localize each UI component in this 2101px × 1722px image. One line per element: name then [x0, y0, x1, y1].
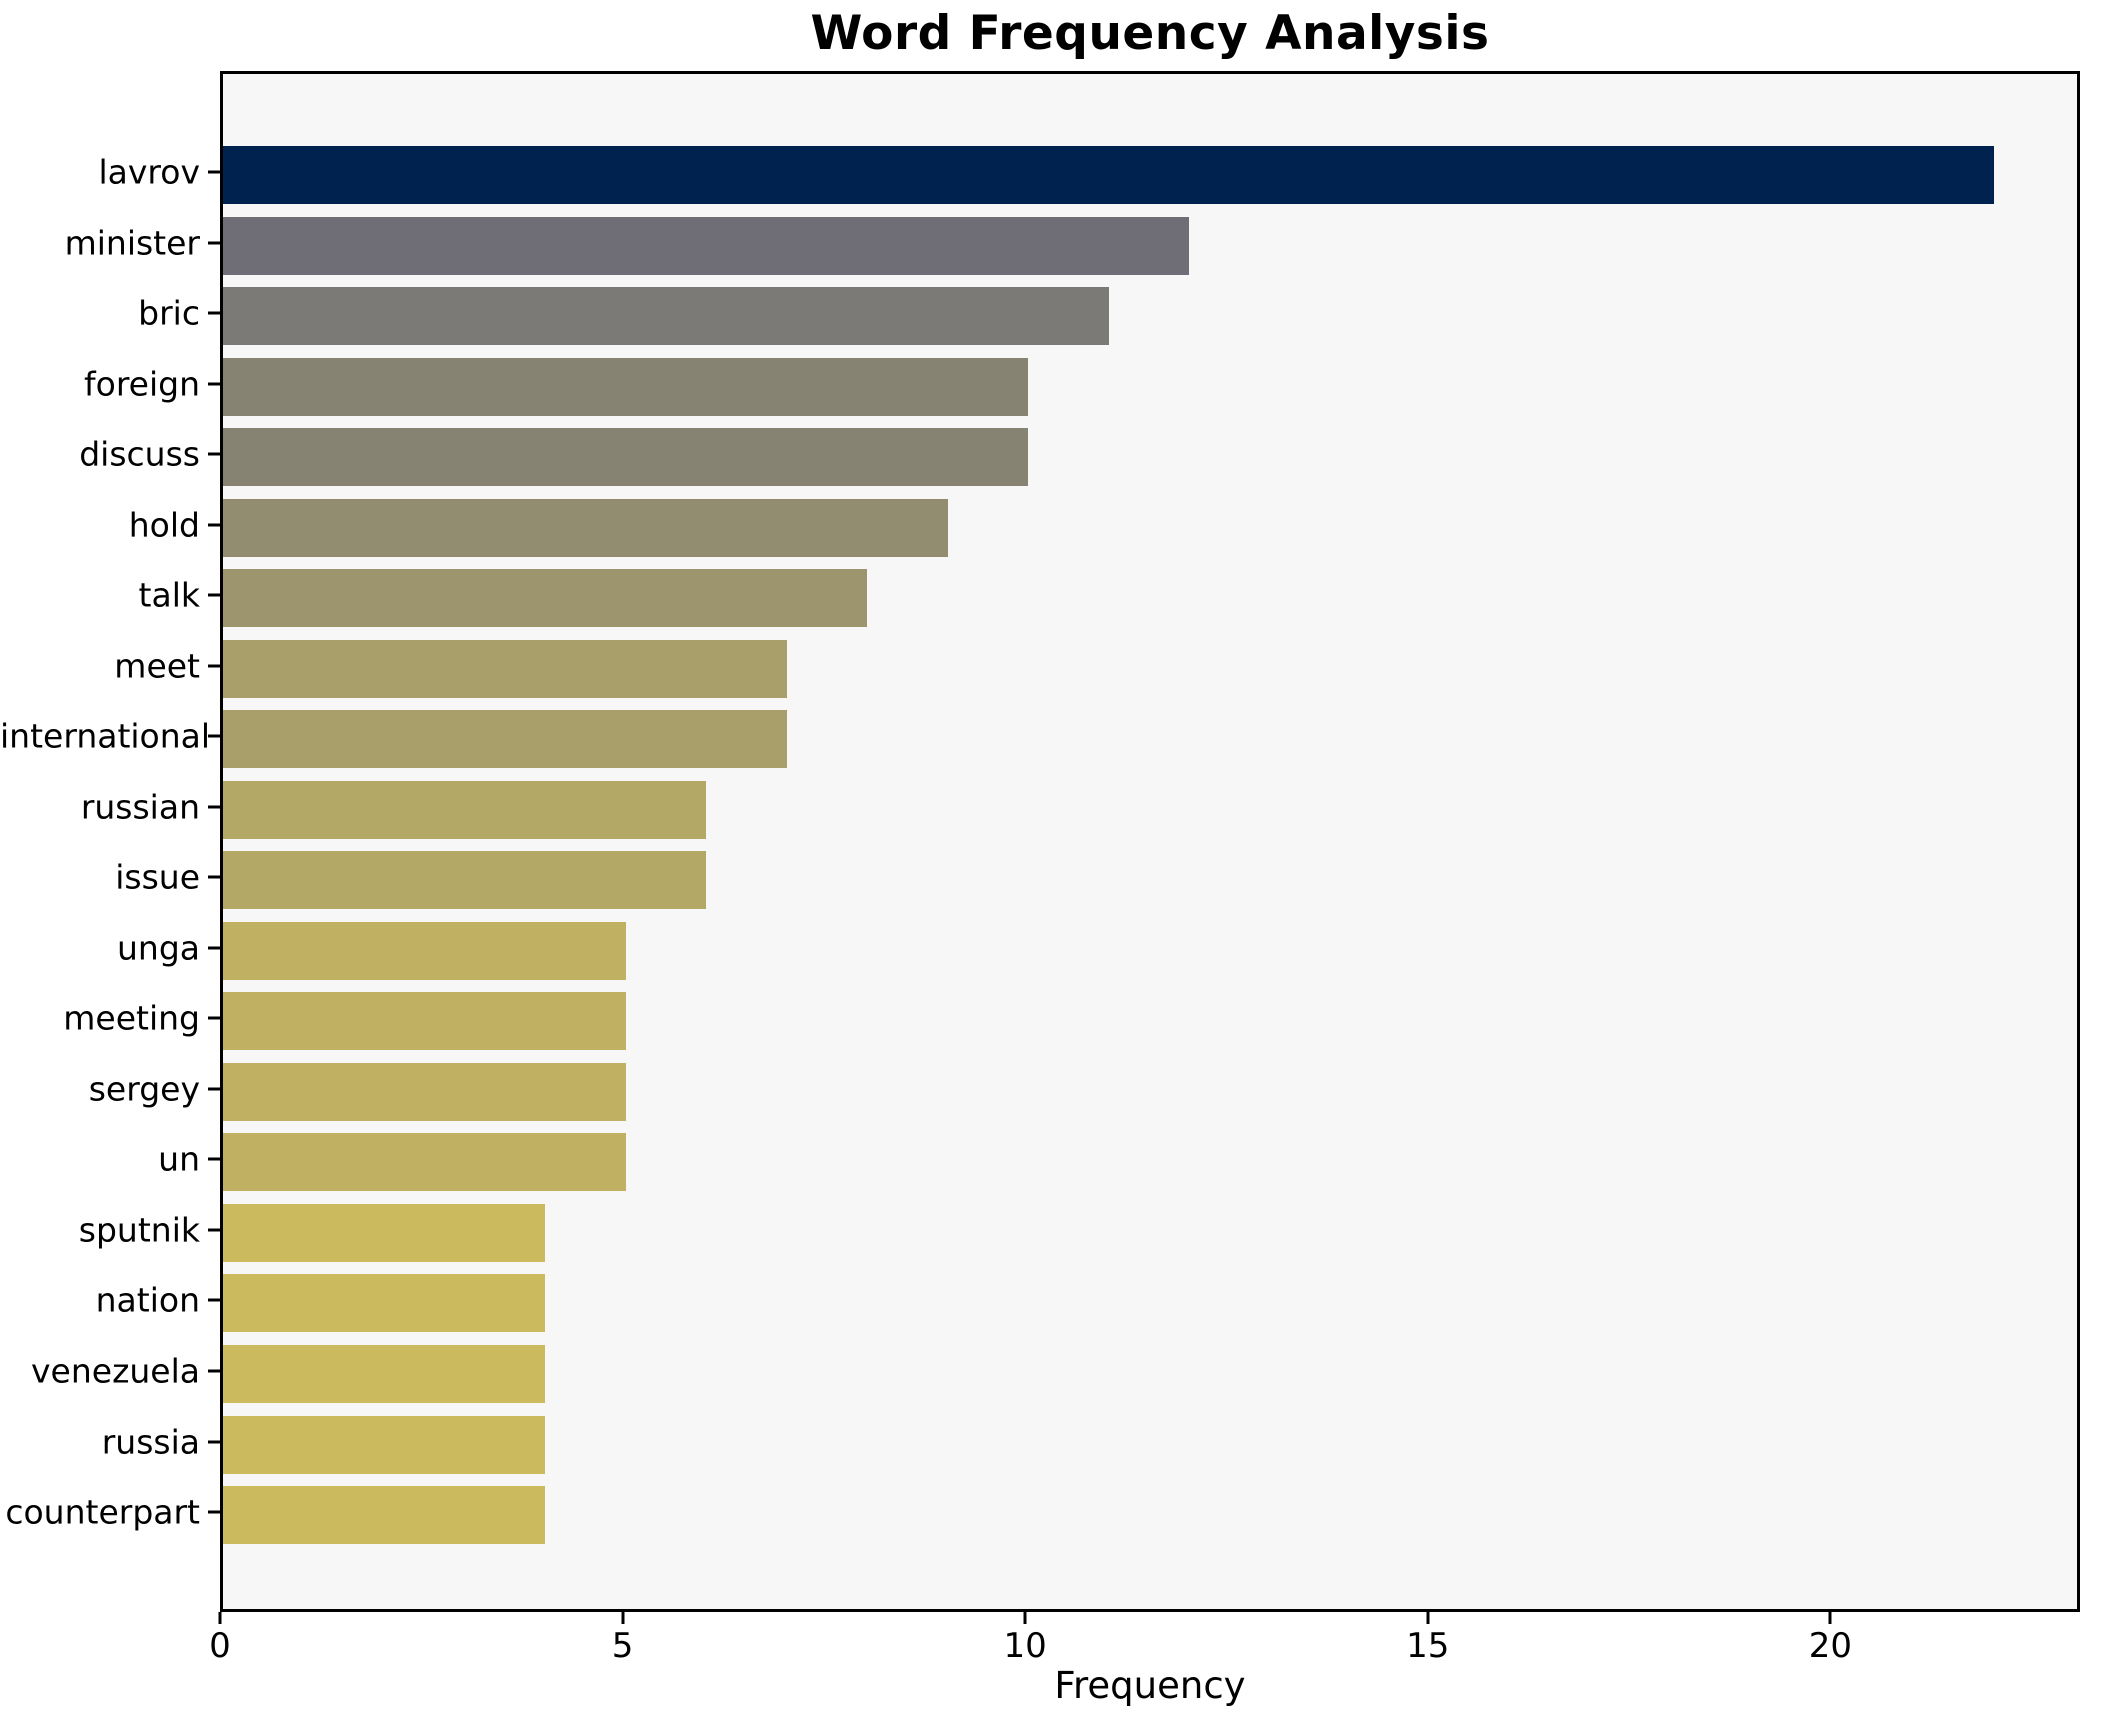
x-tick-mark: [218, 1612, 222, 1624]
y-tick-mark: [208, 734, 220, 738]
y-tick-label-russia: russia: [101, 1422, 200, 1462]
bar-un: [223, 1133, 626, 1192]
y-tick-mark: [208, 523, 220, 527]
y-tick-mark: [208, 805, 220, 809]
bar-sputnik: [223, 1203, 546, 1262]
y-tick-label-issue: issue: [115, 857, 200, 897]
y-tick-mark: [208, 664, 220, 668]
bar-russian: [223, 780, 707, 839]
x-tick-mark: [1426, 1612, 1430, 1624]
bar-issue: [223, 851, 707, 910]
y-tick-mark: [208, 1228, 220, 1232]
bar-meeting: [223, 992, 626, 1051]
y-tick-mark: [208, 1440, 220, 1444]
x-tick-label-20: 20: [1808, 1626, 1853, 1666]
bar-unga: [223, 921, 626, 980]
bar-meet: [223, 639, 787, 698]
y-tick-label-meet: meet: [114, 646, 200, 686]
y-tick-mark: [208, 1298, 220, 1302]
x-tick-label-0: 0: [209, 1626, 231, 1666]
y-tick-mark: [208, 593, 220, 597]
bar-foreign: [223, 357, 1029, 416]
y-tick-mark: [208, 875, 220, 879]
y-tick-mark: [208, 1157, 220, 1161]
bar-nation: [223, 1274, 546, 1333]
x-tick-mark: [621, 1612, 625, 1624]
y-tick-label-lavrov: lavrov: [98, 152, 200, 192]
y-tick-mark: [208, 1369, 220, 1373]
y-tick-mark: [208, 1087, 220, 1091]
y-tick-mark: [208, 170, 220, 174]
y-tick-label-international: international: [0, 716, 211, 756]
y-tick-label-unga: unga: [117, 928, 200, 968]
x-tick-label-15: 15: [1406, 1626, 1450, 1666]
y-tick-label-russian: russian: [80, 787, 200, 827]
x-axis-label: Frequency: [1054, 1664, 1246, 1707]
y-tick-label-nation: nation: [95, 1280, 200, 1320]
y-tick-mark: [208, 382, 220, 386]
chart-title: Word Frequency Analysis: [810, 6, 1490, 61]
x-tick-label-10: 10: [1003, 1626, 1047, 1666]
y-tick-label-discuss: discuss: [79, 434, 200, 474]
bar-minister: [223, 216, 1190, 275]
y-tick-label-minister: minister: [64, 223, 200, 263]
bar-hold: [223, 498, 948, 557]
y-tick-label-sputnik: sputnik: [78, 1210, 200, 1250]
y-tick-label-foreign: foreign: [84, 364, 200, 404]
y-tick-mark: [208, 311, 220, 315]
bar-sergey: [223, 1062, 626, 1121]
y-tick-mark: [208, 1510, 220, 1514]
bar-lavrov: [223, 146, 1995, 204]
y-tick-label-hold: hold: [128, 505, 200, 545]
x-tick-label-5: 5: [611, 1626, 634, 1666]
y-tick-mark: [208, 946, 220, 950]
bar-talk: [223, 569, 868, 628]
y-tick-mark: [208, 241, 220, 245]
y-tick-label-sergey: sergey: [88, 1069, 200, 1109]
y-tick-label-venezuela: venezuela: [31, 1351, 200, 1391]
y-tick-label-bric: bric: [138, 293, 200, 333]
bar-russia: [223, 1415, 546, 1474]
y-tick-label-meeting: meeting: [63, 998, 200, 1038]
y-tick-mark: [208, 452, 220, 456]
bar-bric: [223, 287, 1109, 346]
bar-counterpart: [223, 1486, 546, 1545]
y-tick-label-talk: talk: [138, 575, 200, 615]
bar-discuss: [223, 428, 1029, 487]
bar-venezuela: [223, 1345, 546, 1403]
x-tick-mark: [1023, 1612, 1027, 1624]
bar-international: [223, 710, 787, 769]
y-tick-label-un: un: [158, 1139, 200, 1179]
y-tick-mark: [208, 1016, 220, 1020]
plot-area: [220, 71, 2080, 1612]
x-tick-mark: [1828, 1612, 1832, 1624]
y-tick-label-counterpart: counterpart: [5, 1492, 200, 1532]
